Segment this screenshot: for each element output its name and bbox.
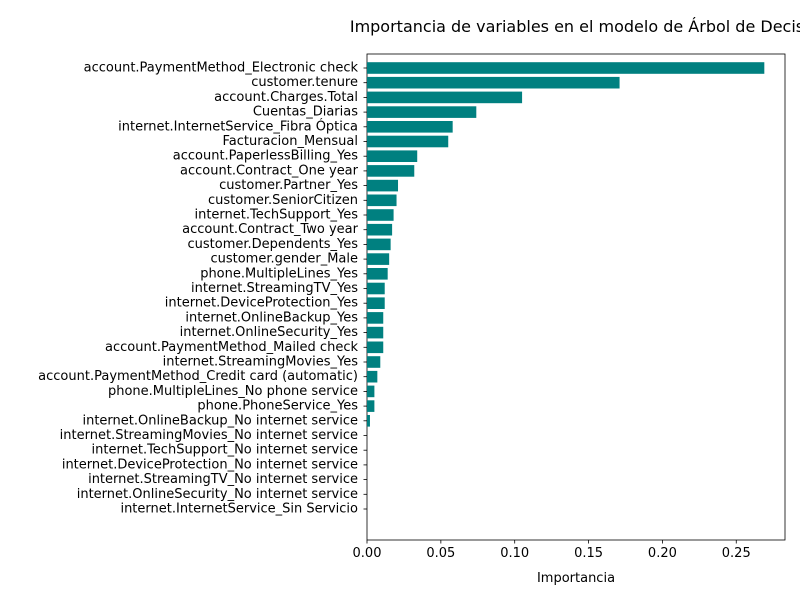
y-tick-label: account.Contract_Two year <box>182 222 359 237</box>
y-tick-label: phone.MultipleLines_Yes <box>200 266 358 281</box>
y-tick-label: customer.gender_Male <box>210 252 358 267</box>
y-tick-label: customer.Dependents_Yes <box>188 237 359 252</box>
y-tick-label: account.Contract_One year <box>180 163 359 178</box>
y-axis: account.PaymentMethod_Electronic checkcu… <box>38 61 367 517</box>
y-tick-label: account.PaymentMethod_Credit card (autom… <box>38 369 358 384</box>
bar <box>367 341 384 354</box>
y-tick-label: account.PaymentMethod_Mailed check <box>105 340 358 355</box>
y-tick-label: internet.TechSupport_Yes <box>194 208 358 223</box>
y-tick-label: internet.OnlineBackup_Yes <box>185 310 358 325</box>
chart-title: Importancia de variables en el modelo de… <box>350 17 800 36</box>
bar <box>367 106 477 118</box>
bar <box>367 121 453 133</box>
bar <box>367 209 394 221</box>
bar <box>367 415 370 427</box>
y-tick-label: account.PaymentMethod_Electronic check <box>84 61 359 76</box>
bar <box>367 76 620 89</box>
bar <box>367 91 523 104</box>
x-axis: 0.00 0.05 0.10 0.15 0.20 0.25 <box>353 540 751 561</box>
y-tick-label: phone.PhoneService_Yes <box>197 399 358 414</box>
bar <box>367 150 418 162</box>
bars-group <box>367 62 765 427</box>
bar <box>367 165 415 177</box>
y-tick-label: account.Charges.Total <box>214 90 358 105</box>
bar <box>367 253 390 265</box>
y-tick-label: internet.StreamingTV_Yes <box>191 281 358 296</box>
x-tick-label: 0.15 <box>574 546 603 561</box>
bar <box>367 370 378 383</box>
x-tick-label: 0.10 <box>500 546 529 561</box>
bar <box>367 268 388 280</box>
bar <box>367 223 393 236</box>
bar <box>367 282 385 295</box>
bar <box>367 312 384 324</box>
y-tick-label: phone.MultipleLines_No phone service <box>108 384 358 399</box>
plot-area <box>366 53 786 541</box>
y-tick-label: customer.SeniorCitizen <box>208 193 358 208</box>
y-tick-label: Cuentas_Diarias <box>253 105 358 120</box>
bar <box>367 179 399 192</box>
y-tick-label: internet.StreamingTV_No internet service <box>88 472 358 487</box>
y-tick-label: internet.OnlineSecurity_No internet serv… <box>77 487 358 502</box>
y-tick-label: internet.StreamingMovies_No internet ser… <box>60 428 358 443</box>
y-tick-label: internet.DeviceProtection_Yes <box>165 296 358 311</box>
y-tick-label: internet.DeviceProtection_No internet se… <box>62 457 358 472</box>
y-tick-label: internet.TechSupport_No internet service <box>92 443 358 458</box>
bar <box>367 135 449 148</box>
bar <box>367 356 381 368</box>
bar <box>367 297 385 309</box>
bar <box>367 385 375 398</box>
x-tick-label: 0.25 <box>722 546 751 561</box>
y-tick-label: customer.tenure <box>251 75 358 90</box>
y-tick-label: Facturacion_Mensual <box>222 134 358 149</box>
plot-frame <box>366 53 786 541</box>
y-tick-label: customer.Partner_Yes <box>219 178 358 193</box>
bar <box>367 400 375 412</box>
bar <box>367 194 397 207</box>
y-tick-label: internet.StreamingMovies_Yes <box>163 355 359 370</box>
bar <box>367 62 765 74</box>
y-tick-label: internet.OnlineBackup_No internet servic… <box>82 413 358 428</box>
bar <box>367 238 391 251</box>
x-tick-label: 0.05 <box>426 546 455 561</box>
x-tick-label: 0.00 <box>353 546 382 561</box>
y-tick-label: account.PaperlessBilling_Yes <box>173 149 358 164</box>
y-tick-label: internet.InternetService_Fibra Óptica <box>118 118 358 134</box>
bar <box>367 326 384 339</box>
y-tick-label: internet.InternetService_Sin Servicio <box>120 502 358 517</box>
x-tick-label: 0.20 <box>648 546 677 561</box>
x-axis-label: Importancia <box>537 571 615 586</box>
plot-background <box>367 54 785 540</box>
y-tick-label: internet.OnlineSecurity_Yes <box>180 325 359 340</box>
